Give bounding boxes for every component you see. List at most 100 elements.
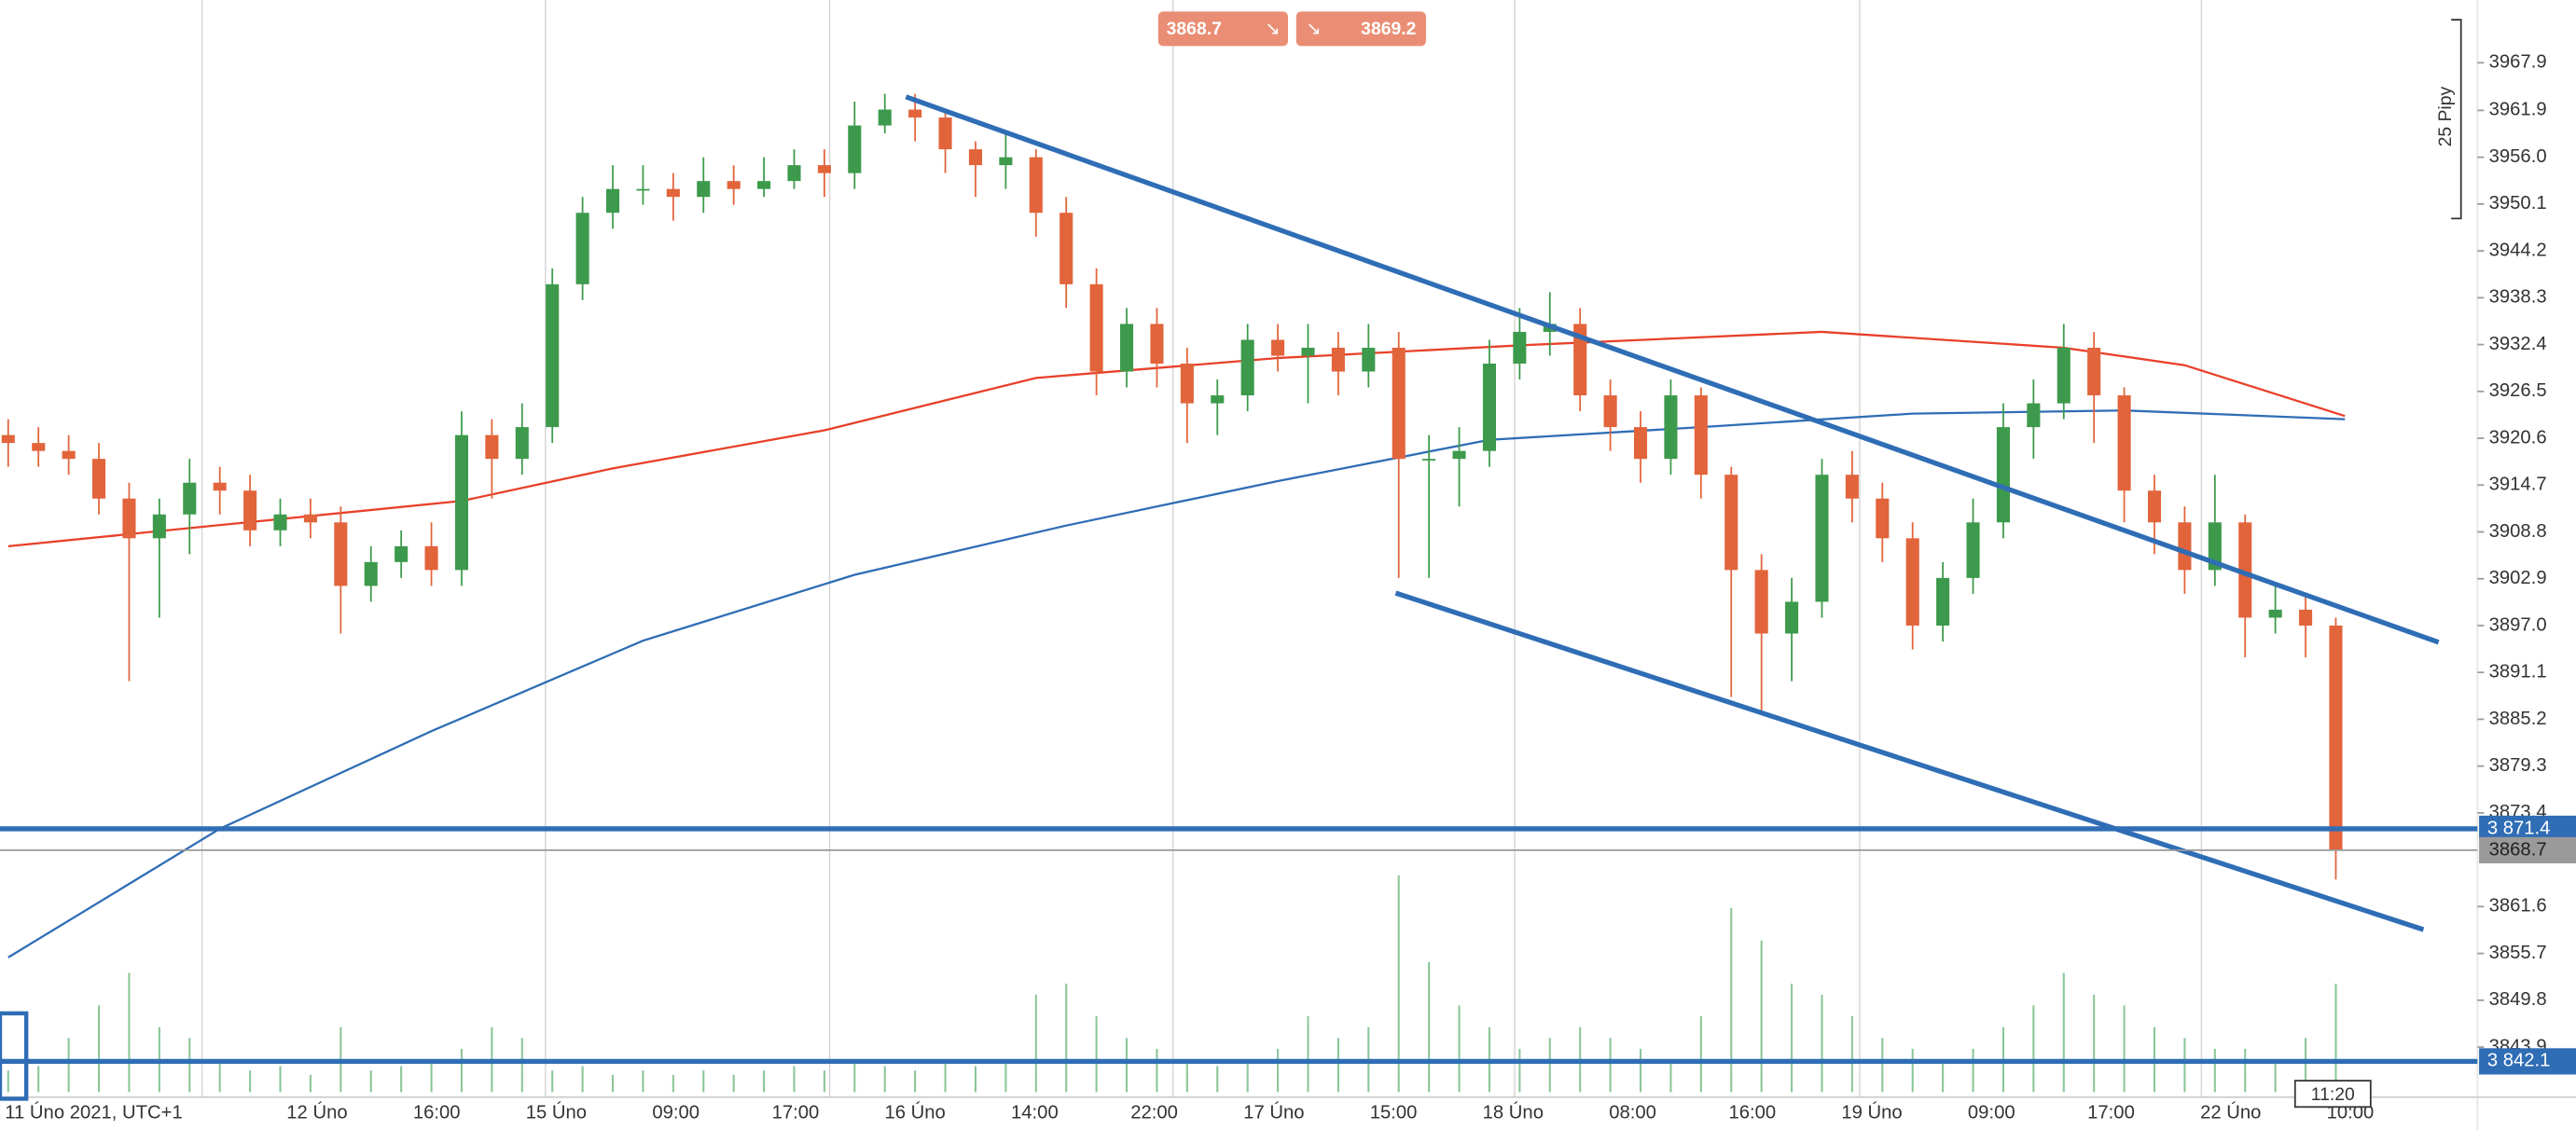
x-tick-label: 17 Úno [1243,1102,1304,1123]
candle-body [1119,324,1134,372]
bid-price: 3868.7 [1167,19,1222,39]
pips-bracket [2451,19,2462,220]
candle-body [1876,498,1890,539]
candle-body [2268,609,2282,618]
candle-body [757,181,771,189]
cursor-time-box [2293,1080,2372,1109]
plot: 3967.9 3961.9 3956.0 3950.1 3944.2 3938.3 3932… [0,52,2576,1123]
y-tick-label: 3885.2 [2489,709,2547,729]
x-tick-label: 10:00 [2327,1103,2375,1123]
candle-body [2208,522,2222,571]
y-tick-label: 3938.3 [2489,287,2547,308]
y-tick-label: 3967.9 [2489,52,2547,73]
y-tick-label: 3861.6 [2489,896,2547,916]
candle-body [2117,395,2131,491]
candle-body [1785,601,1799,634]
candle-body [1029,157,1043,214]
moving-average [7,409,2346,958]
trend-line [905,94,2440,645]
price-line-label: 3 871.4 [2487,818,2551,838]
x-tick-label: 17:00 [2087,1103,2135,1123]
sell-button[interactable] [1157,11,1288,47]
candle-body [1362,347,1376,372]
candle-body [1211,395,1225,404]
candle-body [1422,459,1436,461]
candle-body [454,434,469,571]
price-line-tag [2479,1048,2576,1075]
candle-body [152,514,166,539]
current-price-label: 3868.7 [2489,839,2547,860]
candle-body [2087,347,2101,396]
candle-body [1936,577,1950,626]
candle-body [2057,347,2070,404]
ask-price: 3869.2 [1361,19,1416,39]
y-tick-label: 3849.8 [2489,989,2547,1010]
candle-body [2299,609,2313,626]
x-tick-label: 19 Úno [1841,1102,1902,1123]
y-tick-label: 3956.0 [2489,146,2547,167]
candle-body [1633,427,1648,460]
x-tick-label: 09:00 [652,1103,699,1123]
candle-body [999,157,1013,166]
candle-body [1724,475,1738,571]
x-tick-label: 12 Úno [286,1102,347,1123]
y-tick-label: 3932.4 [2489,334,2547,354]
candle-body [2027,403,2041,428]
candle-body [697,181,711,198]
y-tick-label: 3908.8 [2489,521,2547,542]
y-tick-label: 3902.9 [2489,568,2547,588]
x-tick-label: 18 Úno [1483,1102,1544,1123]
x-tick-label: 15:00 [1370,1103,1418,1123]
x-tick-label: 22 Úno [2200,1102,2261,1123]
candle-body [1845,475,1859,499]
cursor-time: 11:20 [2311,1084,2355,1105]
candle-body [1392,347,1406,460]
candle-body [1754,570,1768,634]
x-tick-label: 16:00 [1728,1103,1776,1123]
candle-body [62,450,76,460]
candle-body [1271,339,1285,356]
candle-body [122,498,136,539]
pips-label: 25 Pipy [2435,87,2456,147]
arrow-icon: ↘ [1306,19,1321,39]
candle-body [2178,522,2192,571]
candle-body [1180,364,1194,404]
x-tick-label: 11 Úno 2021, UTC+1 [5,1102,182,1123]
candle-body [938,117,952,150]
arrow-icon: ↘ [1265,19,1280,39]
candle-body [1905,538,1919,626]
candle-body [334,522,348,586]
y-tick-label: 3855.7 [2489,943,2547,963]
candle-body [817,165,831,173]
candle-body [91,459,106,499]
candle-body [2329,625,2343,850]
candle-body [1573,324,1587,396]
x-tick-label: 16 Úno [884,1102,945,1123]
vertical-grid [201,0,2203,1097]
candle-body [515,427,529,460]
candle-body [1694,395,1708,475]
y-tick-label: 3897.0 [2489,614,2547,635]
candle-body [1996,427,2010,523]
candle-body [1664,395,1678,460]
x-tick-label: 08:00 [1609,1103,1656,1123]
candle-body [1240,339,1254,396]
candle-body [727,181,741,189]
candle-body [666,188,680,198]
candle-body [364,561,378,586]
candle-body [605,188,620,214]
candle-body [32,443,46,451]
candle-body [485,434,499,460]
candle-body [968,149,983,166]
buy-button[interactable] [1295,11,1426,47]
candle-body [1089,283,1103,372]
candle-body [1513,331,1527,365]
y-tick-label: 3920.6 [2489,427,2547,448]
candle-body [1059,213,1073,284]
x-tick-label: 09:00 [1968,1103,2015,1123]
candle-body [213,482,227,491]
x-tick-label: 16:00 [413,1103,461,1123]
range-marker [0,1011,29,1101]
y-tick-label: 3879.3 [2489,755,2547,776]
